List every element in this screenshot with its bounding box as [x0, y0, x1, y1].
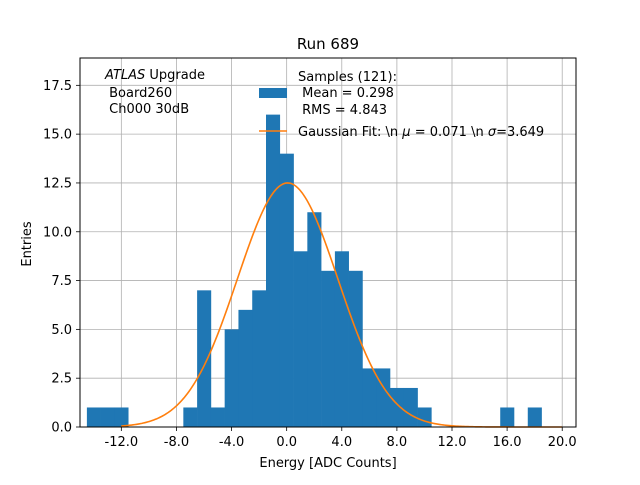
histogram-bar — [210, 407, 225, 427]
legend-samples-line-1: Samples (121): — [298, 70, 397, 85]
histogram-bar — [86, 407, 101, 427]
x-tick-label: 0.0 — [276, 435, 297, 450]
legend-fit-mu: = 0.071 \n — [411, 125, 488, 140]
y-tick-label: 7.5 — [51, 274, 72, 289]
chart-title: Run 689 — [297, 35, 359, 53]
histogram-bar — [197, 290, 212, 427]
annotation-line-3: Ch000 30dB — [105, 102, 189, 117]
y-tick-label: 2.5 — [51, 372, 72, 387]
y-tick-label: 5.0 — [51, 323, 72, 338]
legend-fit-sigma-symbol: σ — [488, 125, 497, 140]
y-axis-label: Entries — [20, 221, 35, 267]
legend-samples-line-3: RMS = 4.843 — [298, 103, 387, 118]
legend-samples-line-2: Mean = 0.298 — [298, 86, 394, 101]
histogram-bar — [100, 407, 115, 427]
histogram-bar — [266, 114, 281, 427]
histogram-bar — [348, 270, 363, 427]
histogram-bar — [500, 407, 515, 427]
annotation-line-2: Board260 — [105, 86, 172, 101]
x-tick-label: 4.0 — [331, 435, 352, 450]
histogram-bar — [279, 153, 294, 427]
histogram-bar — [293, 251, 308, 427]
histogram-bar — [238, 309, 253, 427]
histogram-bar — [362, 368, 377, 427]
histogram-bar — [321, 270, 336, 427]
legend-patch-samples — [259, 88, 287, 98]
x-tick-label: -8.0 — [164, 435, 189, 450]
atlas-annotation: ATLAS Upgrade Board260 Ch000 30dB — [104, 68, 205, 117]
legend: Samples (121): Mean = 0.298 RMS = 4.843 … — [259, 70, 544, 140]
y-tick-label: 0.0 — [51, 421, 72, 436]
annotation-line-1-rest: Upgrade — [145, 68, 205, 83]
plot-frame — [79, 57, 577, 428]
histogram-bar — [224, 329, 239, 427]
histogram-bar — [114, 407, 129, 427]
histogram-bar — [183, 407, 198, 427]
annotation-line-1: ATLAS Upgrade — [104, 68, 205, 83]
x-ticks: -12.0 -8.0 -4.0 0.0 4.0 8.0 12.0 16.0 20.0 — [105, 427, 577, 450]
y-tick-label: 17.5 — [43, 79, 72, 94]
x-tick-label: 20.0 — [548, 435, 577, 450]
y-tick-label: 10.0 — [43, 225, 72, 240]
x-tick-label: 12.0 — [438, 435, 467, 450]
histogram-bar — [307, 212, 322, 427]
histogram-bar — [403, 387, 418, 427]
histogram-bar — [334, 251, 349, 427]
histogram-bar — [252, 290, 267, 427]
x-tick-label: 16.0 — [493, 435, 522, 450]
histogram-bar — [390, 387, 405, 427]
x-axis-label: Energy [ADC Counts] — [259, 456, 396, 471]
x-tick-label: -12.0 — [105, 435, 139, 450]
y-ticks: 0.0 2.5 5.0 7.5 10.0 12.5 15.0 17.5 — [43, 79, 80, 436]
y-tick-label: 15.0 — [43, 128, 72, 143]
x-tick-label: 8.0 — [387, 435, 408, 450]
legend-fit-sigma: =3.649 — [496, 125, 544, 140]
annotation-italic: ATLAS — [104, 68, 145, 83]
y-tick-label: 12.5 — [43, 176, 72, 191]
legend-fit-prefix: Gaussian Fit: \n — [298, 125, 402, 140]
bars-layer — [86, 114, 542, 427]
x-tick-label: -4.0 — [219, 435, 244, 450]
histogram-bar — [527, 407, 542, 427]
legend-fit-label: Gaussian Fit: \n μ = 0.071 \n σ=3.649 — [298, 125, 544, 140]
legend-fit-mu-symbol: μ — [401, 125, 410, 140]
histogram-bar — [376, 368, 391, 427]
histogram-bar — [417, 407, 432, 427]
